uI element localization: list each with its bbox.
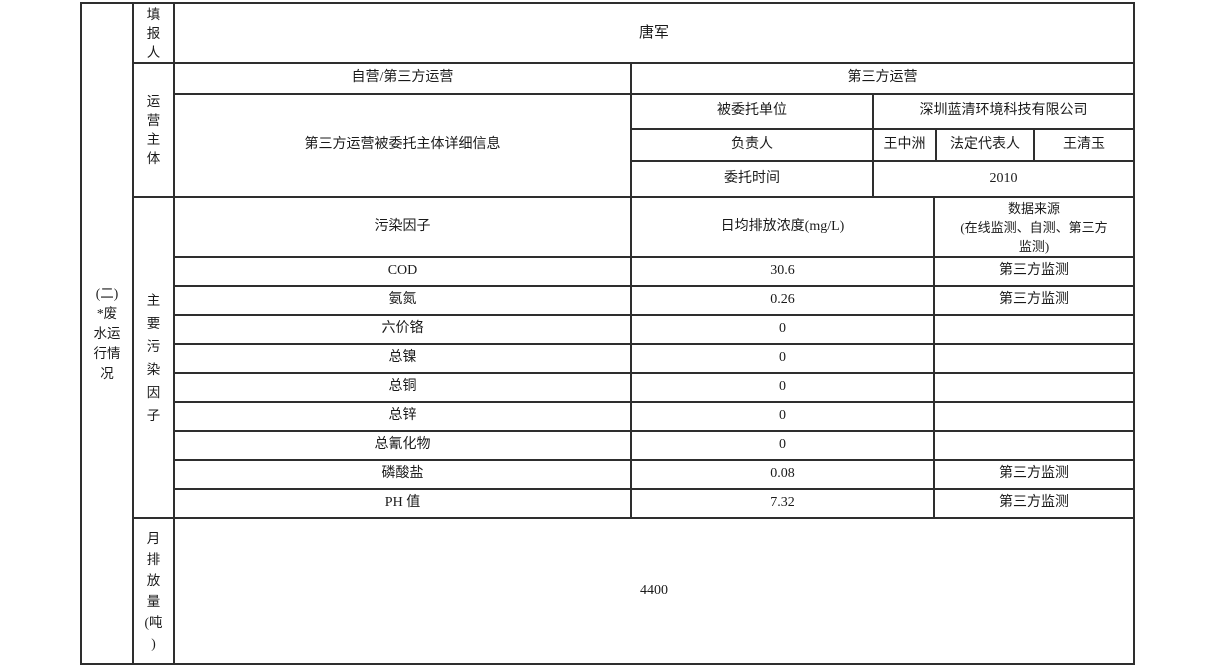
pollutant-source-cell <box>935 374 1135 403</box>
daily-concentration-header: 日均排放浓度(mg/L) <box>632 198 935 258</box>
pollutant-source-cell <box>935 345 1135 374</box>
pollutant-source-cell <box>935 403 1135 432</box>
pollutant-concentration-cell: 0 <box>632 403 935 432</box>
pollutant-name-cell: 总锌 <box>175 403 632 432</box>
pollutant-source-cell <box>935 432 1135 461</box>
pollutant-name-cell: 氨氮 <box>175 287 632 316</box>
pollutant-name-cell: 总铜 <box>175 374 632 403</box>
legal-representative-value: 王清玉 <box>1035 130 1135 162</box>
section-label-wastewater-operation: (二) *废 水运 行情 况 <box>82 4 134 665</box>
operation-mode-value: 第三方运营 <box>632 64 1135 95</box>
pollutant-concentration-cell: 0 <box>632 345 935 374</box>
pollutant-concentration-cell: 0 <box>632 316 935 345</box>
pollutant-concentration-cell: 7.32 <box>632 490 935 519</box>
row-label-main-pollutants: 主 要 污 染 因 子 <box>134 198 175 519</box>
filler-name-value: 唐军 <box>175 4 1135 64</box>
pollutant-source-cell: 第三方监测 <box>935 461 1135 490</box>
pollutant-concentration-cell: 0.26 <box>632 287 935 316</box>
pollutant-concentration-cell: 0 <box>632 432 935 461</box>
monthly-discharge-value: 4400 <box>175 519 1135 665</box>
pollutant-source-cell: 第三方监测 <box>935 258 1135 287</box>
pollutant-name-cell: 六价铬 <box>175 316 632 345</box>
entrusted-unit-label: 被委托单位 <box>632 95 874 130</box>
manager-value: 王中洲 <box>874 130 937 162</box>
pollutant-name-cell: COD <box>175 258 632 287</box>
pollutant-concentration-cell: 0.08 <box>632 461 935 490</box>
entrust-time-value: 2010 <box>874 162 1135 198</box>
pollutant-source-cell: 第三方监测 <box>935 287 1135 316</box>
row-label-operation-entity: 运 营 主 体 <box>134 64 175 198</box>
pollutant-name-cell: 总镍 <box>175 345 632 374</box>
legal-representative-label: 法定代表人 <box>937 130 1035 162</box>
report-table: (二) *废 水运 行情 况 填 报 人 运 营 主 体 主 要 污 染 因 子… <box>80 2 1135 665</box>
row-label-monthly-discharge: 月 排 放 量 (吨 ) <box>134 519 175 665</box>
pollutant-name-cell: 磷酸盐 <box>175 461 632 490</box>
third-party-detail-label: 第三方运营被委托主体详细信息 <box>175 95 632 198</box>
pollutant-name-cell: 总氰化物 <box>175 432 632 461</box>
pollutant-factor-header: 污染因子 <box>175 198 632 258</box>
operation-mode-header: 自营/第三方运营 <box>175 64 632 95</box>
pollutant-concentration-cell: 30.6 <box>632 258 935 287</box>
manager-label: 负责人 <box>632 130 874 162</box>
entrusted-unit-value: 深圳蓝清环境科技有限公司 <box>874 95 1135 130</box>
entrust-time-label: 委托时间 <box>632 162 874 198</box>
row-label-filler: 填 报 人 <box>134 4 175 64</box>
pollutant-name-cell: PH 值 <box>175 490 632 519</box>
pollutant-source-cell <box>935 316 1135 345</box>
pollutant-concentration-cell: 0 <box>632 374 935 403</box>
pollutant-source-cell: 第三方监测 <box>935 490 1135 519</box>
data-source-header: 数据来源 (在线监测、自测、第三方 监测) <box>935 198 1135 258</box>
